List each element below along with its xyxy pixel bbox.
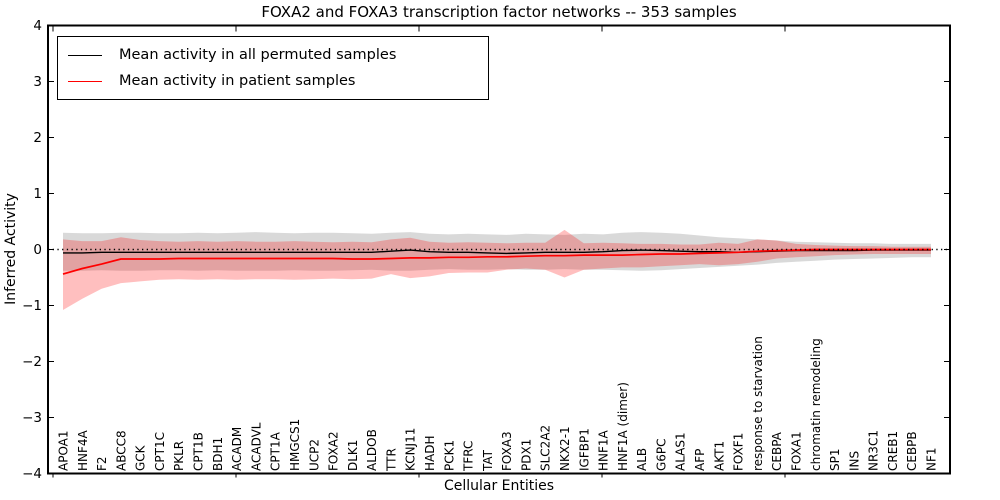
entity-label-ALDOB: ALDOB — [365, 429, 379, 471]
entity-label-AFP: AFP — [693, 449, 707, 471]
series-line-patient — [62, 248, 931, 275]
entity-label-HNF1A-dimer-: HNF1A (dimer) — [616, 382, 630, 471]
entity-label-NKX2-1: NKX2-1 — [558, 426, 572, 471]
entity-label-response-to-starvation: response to starvation — [751, 336, 765, 471]
entity-label-FOXA1: FOXA1 — [789, 431, 803, 471]
entity-label-HNF4A: HNF4A — [76, 429, 90, 471]
legend-item-patient: Mean activity in patient samples — [68, 68, 478, 94]
entity-label-FOXA3: FOXA3 — [500, 431, 514, 471]
entity-label-PDX1: PDX1 — [519, 439, 533, 471]
y-tick-label: 2 — [33, 130, 42, 146]
y-tick-label: 1 — [33, 186, 42, 202]
entity-label-DLK1: DLK1 — [346, 440, 360, 471]
entity-label-NF1: NF1 — [925, 447, 939, 471]
entity-label-SLC2A2: SLC2A2 — [539, 425, 553, 471]
legend-item-permuted: Mean activity in all permuted samples — [68, 42, 478, 68]
permuted-line-swatch — [68, 54, 102, 56]
entity-label-HNF1A: HNF1A — [597, 429, 611, 471]
entity-label-ALB: ALB — [635, 448, 649, 471]
y-tick-label: −3 — [22, 410, 42, 426]
entity-label-KCNJ11: KCNJ11 — [404, 428, 418, 471]
y-tick-label: 4 — [33, 18, 42, 34]
entity-label-NR3C1: NR3C1 — [867, 430, 881, 471]
legend-label-permuted: Mean activity in all permuted samples — [119, 47, 397, 63]
entity-label-CPT1B: CPT1B — [192, 432, 206, 471]
entity-label-ACADM: ACADM — [230, 427, 244, 471]
patient-line-swatch — [68, 80, 102, 82]
legend-label-patient: Mean activity in patient samples — [119, 73, 356, 89]
entity-label-PKLR: PKLR — [172, 441, 186, 471]
entity-label-APOA1: APOA1 — [57, 430, 71, 471]
band-patient-samples-range — [63, 229, 931, 310]
entity-label-FOXF1: FOXF1 — [732, 433, 746, 471]
entity-label-CREB1: CREB1 — [886, 431, 900, 471]
entity-label-CPT1C: CPT1C — [153, 432, 167, 471]
entity-label-FOXA2: FOXA2 — [327, 431, 341, 471]
y-tick-label: −1 — [22, 298, 42, 314]
entity-label-CPT1A: CPT1A — [269, 431, 283, 471]
entity-label-GCK: GCK — [134, 444, 148, 471]
y-tick-label: 3 — [33, 74, 42, 90]
entity-label-TFRC: TFRC — [462, 441, 476, 472]
entity-label-IGFBP1: IGFBP1 — [577, 428, 591, 471]
entity-label-CEBPB: CEBPB — [905, 431, 919, 471]
entity-label-chromatin-remodeling: chromatin remodeling — [809, 338, 823, 471]
x-axis-label: Cellular Entities — [443, 478, 555, 494]
y-tick-label: −4 — [22, 466, 42, 482]
entity-label-CEBPA: CEBPA — [770, 431, 784, 471]
entity-label-ACADVL: ACADVL — [249, 422, 263, 471]
entity-label-SP1: SP1 — [828, 449, 842, 472]
legend: Mean activity in all permuted samples Me… — [57, 36, 489, 100]
entity-label-BDH1: BDH1 — [211, 437, 225, 471]
entity-label-TTR: TTR — [384, 448, 398, 472]
entity-label-INS: INS — [847, 451, 861, 471]
entity-label-HADH: HADH — [423, 436, 437, 472]
entity-label-ABCC8: ABCC8 — [114, 430, 128, 471]
entity-label-AKT1: AKT1 — [712, 441, 726, 471]
y-axis-label: Inferred Activity — [3, 193, 19, 305]
entity-label-UCP2: UCP2 — [307, 439, 321, 471]
y-tick-label: 0 — [33, 242, 42, 258]
entity-label-PCK1: PCK1 — [442, 440, 456, 471]
entity-label-F2: F2 — [95, 456, 109, 471]
entity-label-HMGCS1: HMGCS1 — [288, 419, 302, 471]
entity-label-G6PC: G6PC — [654, 438, 668, 471]
band-permuted-samples-range — [63, 232, 931, 271]
entity-label-TAT: TAT — [481, 449, 495, 472]
chart-title: FOXA2 and FOXA3 transcription factor net… — [261, 3, 737, 21]
y-tick-label: −2 — [22, 354, 42, 370]
entity-label-ALAS1: ALAS1 — [674, 432, 688, 471]
